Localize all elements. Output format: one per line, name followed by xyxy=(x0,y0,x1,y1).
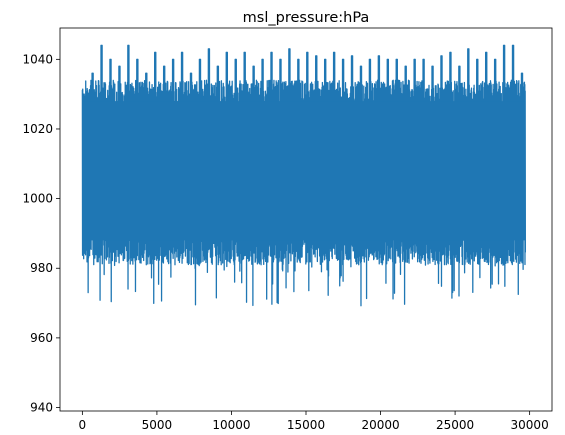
x-tick-label: 15000 xyxy=(287,418,325,432)
x-tick-label: 25000 xyxy=(436,418,474,432)
chart-title: msl_pressure:hPa xyxy=(243,10,370,26)
y-tick-label: 980 xyxy=(30,261,53,275)
y-tick-label: 1000 xyxy=(22,192,53,206)
y-tick-label: 960 xyxy=(30,331,53,345)
x-tick-label: 10000 xyxy=(212,418,250,432)
series-band xyxy=(82,101,525,240)
y-tick-label: 940 xyxy=(30,401,53,415)
x-tick-label: 30000 xyxy=(511,418,549,432)
y-tick-label: 1020 xyxy=(22,122,53,136)
x-tick-label: 5000 xyxy=(142,418,173,432)
y-tick-label: 1040 xyxy=(22,52,53,66)
x-tick-label: 0 xyxy=(79,418,87,432)
x-tick-label: 20000 xyxy=(361,418,399,432)
